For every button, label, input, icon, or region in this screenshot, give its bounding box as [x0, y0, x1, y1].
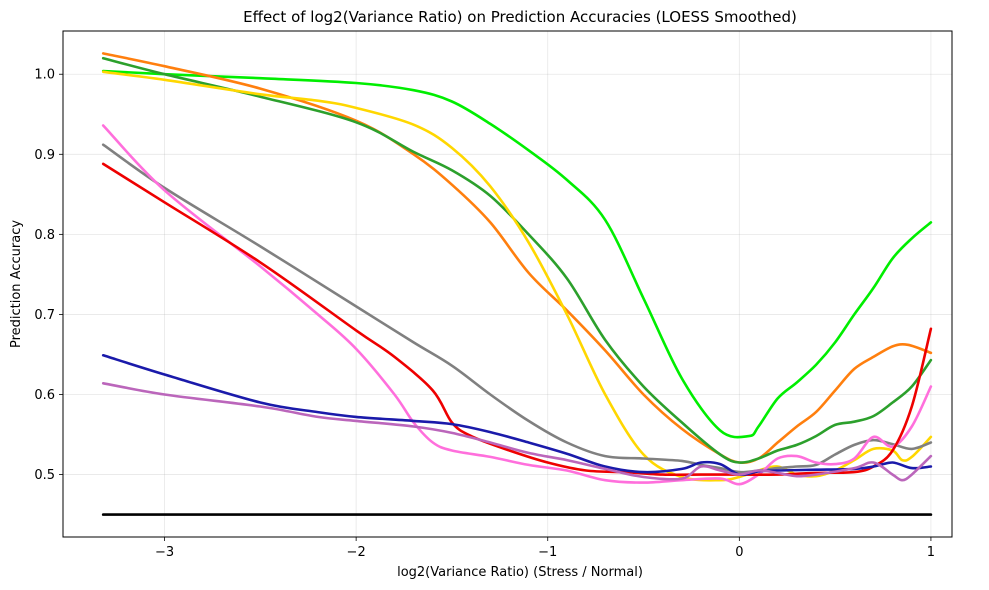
series-line-3 — [101, 56, 933, 464]
y-tick-label: 1.0 — [34, 68, 55, 83]
series-line-1 — [101, 69, 933, 439]
series-line-6 — [101, 124, 933, 486]
y-axis-label: Prediction Accuracy — [9, 220, 24, 348]
plot-lines — [101, 52, 933, 516]
y-tick-label: 0.5 — [34, 468, 55, 483]
x-tick-label: −1 — [538, 545, 557, 560]
chart-title: Effect of log2(Variance Ratio) on Predic… — [243, 8, 797, 26]
series-line-4 — [101, 70, 933, 482]
series-line-9 — [101, 382, 933, 482]
plot-frame — [62, 30, 953, 538]
series-line-7 — [101, 162, 933, 477]
y-tick-label: 0.8 — [34, 228, 55, 243]
x-tick-label: 1 — [927, 545, 935, 560]
grid — [63, 31, 952, 537]
x-tick-label: −3 — [155, 545, 174, 560]
y-tick-label: 0.7 — [34, 308, 55, 323]
y-tick-label: 0.9 — [34, 148, 55, 163]
x-tick-label: 0 — [735, 545, 743, 560]
y-tick-label: 0.6 — [34, 388, 55, 403]
x-tick-label: −2 — [347, 545, 366, 560]
x-axis-label: log2(Variance Ratio) (Stress / Normal) — [397, 565, 643, 580]
axis-ticks: −3 −2 −1 0 1 0.5 0.6 0.7 0.8 0.9 1.0 — [34, 68, 935, 560]
